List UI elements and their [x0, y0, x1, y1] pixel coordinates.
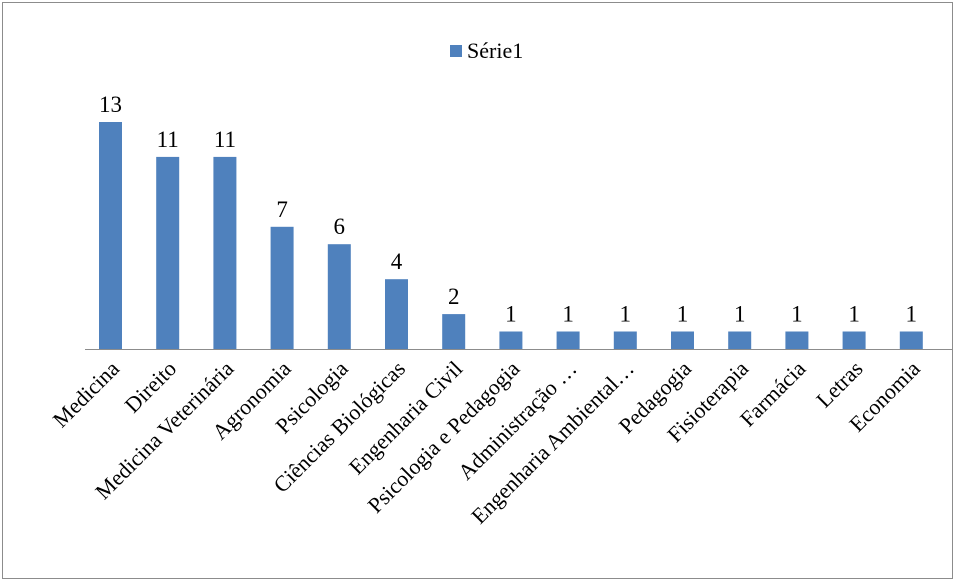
- bar: [327, 244, 351, 349]
- data-label: 1: [906, 302, 918, 327]
- bar: [785, 331, 809, 349]
- bar: [499, 331, 523, 349]
- bar: [213, 156, 237, 349]
- data-label: 2: [448, 284, 460, 309]
- legend-label: Série1: [467, 38, 523, 63]
- bar: [556, 331, 580, 349]
- data-label: 13: [99, 92, 122, 117]
- data-label: 1: [848, 302, 860, 327]
- bar: [613, 331, 637, 349]
- bar: [385, 279, 408, 349]
- data-label: 1: [791, 302, 803, 327]
- data-label: 1: [734, 302, 746, 327]
- bar: [728, 331, 752, 349]
- data-label: 6: [334, 214, 346, 239]
- bars-group: [99, 122, 923, 349]
- bar: [99, 122, 122, 349]
- data-label: 7: [276, 197, 288, 222]
- legend-swatch: [450, 45, 462, 57]
- bar: [442, 314, 466, 349]
- data-label: 1: [562, 302, 574, 327]
- bar: [899, 331, 923, 349]
- data-label: 11: [214, 127, 236, 152]
- bar: [156, 156, 180, 349]
- legend: Série1: [450, 38, 523, 63]
- data-label: 11: [157, 127, 179, 152]
- bar: [842, 331, 866, 349]
- data-label: 1: [620, 302, 632, 327]
- bar: [270, 226, 294, 349]
- category-label: Medicina: [48, 356, 125, 433]
- data-label: 1: [677, 302, 689, 327]
- data-label: 4: [391, 249, 403, 274]
- bar: [671, 331, 694, 349]
- data-label: 1: [505, 302, 517, 327]
